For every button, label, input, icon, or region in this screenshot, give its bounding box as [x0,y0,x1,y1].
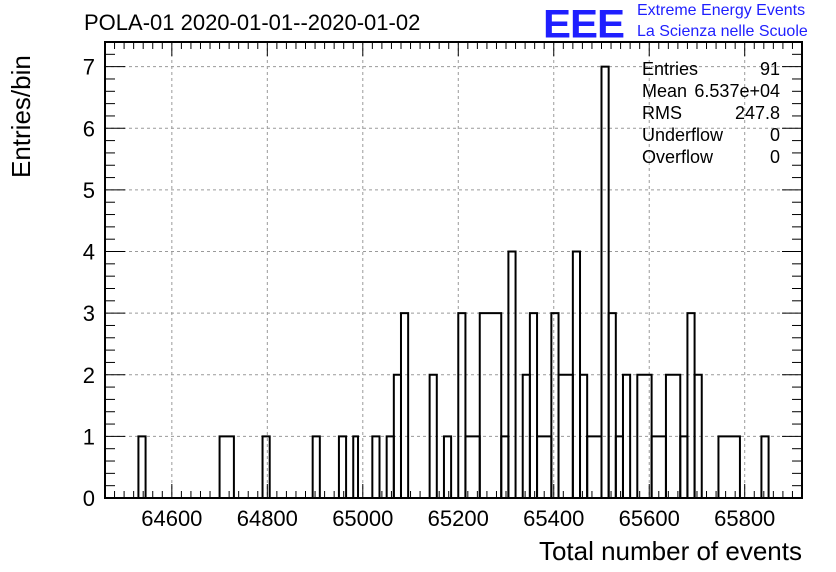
stat-label: RMS [642,103,682,123]
histogram-bin [261,435,271,500]
histogram-bin [457,312,467,499]
stat-value: 6.537e+04 [694,81,780,101]
histogram-bin [557,373,574,499]
histogram-bin [607,312,617,499]
x-tick-label: 65000 [332,506,393,531]
histogram-bin [586,435,603,500]
x-tick-label: 65800 [714,506,775,531]
y-tick-label: 6 [83,116,95,141]
histogram-bin [478,312,503,499]
plot-frame [104,41,803,499]
y-tick-label: 0 [83,486,95,511]
histogram-bin [311,435,321,500]
stat-rms: RMS 247.8 [642,102,780,124]
x-tick-label: 64800 [237,506,298,531]
histogram-bin [371,435,381,500]
chart-title: POLA-01 2020-01-01--2020-01-02 [84,10,421,35]
histogram-bin [218,435,235,500]
histogram-bin [686,312,696,499]
x-axis-label: Total number of events [538,536,802,566]
stat-value: 0 [769,147,780,167]
histogram-bin [679,435,689,500]
y-tick-label: 4 [83,240,95,265]
histogram-bars [137,65,770,500]
histogram-bin [536,435,553,500]
grid [105,42,802,498]
histogram-bin [664,373,682,499]
x-tick-label: 64600 [141,506,202,531]
histogram-bin [550,312,560,499]
histogram-bin [337,435,348,500]
histogram-bin [385,435,395,500]
histogram-bin [352,435,360,500]
axes: 64600 64800 65000 65200 65400 65600 65800 0 1 2 3 4… [83,41,803,531]
histogram-bin [717,435,741,500]
x-tick-label: 65400 [523,506,584,531]
histogram-bin [399,312,410,499]
stat-underflow: Underflow 0 [642,124,780,146]
histogram-bin [464,435,481,500]
stat-entries: Entries 91 [642,58,780,80]
stat-label: Overflow [642,147,714,167]
histogram-bin [650,435,667,500]
y-tick-label: 3 [83,301,95,326]
histogram-bin [614,435,624,500]
stat-label: Mean [642,81,688,101]
x-tick-label: 65600 [619,506,680,531]
histogram-bin [500,435,510,500]
histogram-bin [442,435,453,500]
stat-mean: Mean 6.537e+04 [642,80,780,102]
y-tick-label: 5 [83,178,95,203]
stat-label: Underflow [642,125,724,145]
stats-box: Entries 91 Mean 6.537e+04 RMS 247.8 Unde… [642,58,780,168]
logo-line-1: Extreme Energy Events [637,2,806,19]
y-tick-label: 2 [83,363,95,388]
histogram-bin [600,65,610,499]
y-tick-label: 1 [83,424,95,449]
x-tick-label: 65200 [428,506,489,531]
y-tick-label: 7 [83,55,95,80]
logo-line-2: La Scienza nelle Scuole [637,23,808,40]
y-axis-label: Entries/bin [6,55,36,178]
stat-overflow: Overflow 0 [642,146,780,168]
histogram-bin [137,435,147,500]
stat-value: 247.8 [734,103,780,123]
histogram-bin [760,435,770,500]
stat-value: 0 [769,125,780,145]
histogram-bin [528,312,539,499]
stat-value: 91 [759,59,780,79]
stat-label: Entries [642,59,699,79]
eee-logo: EEE [543,1,625,46]
